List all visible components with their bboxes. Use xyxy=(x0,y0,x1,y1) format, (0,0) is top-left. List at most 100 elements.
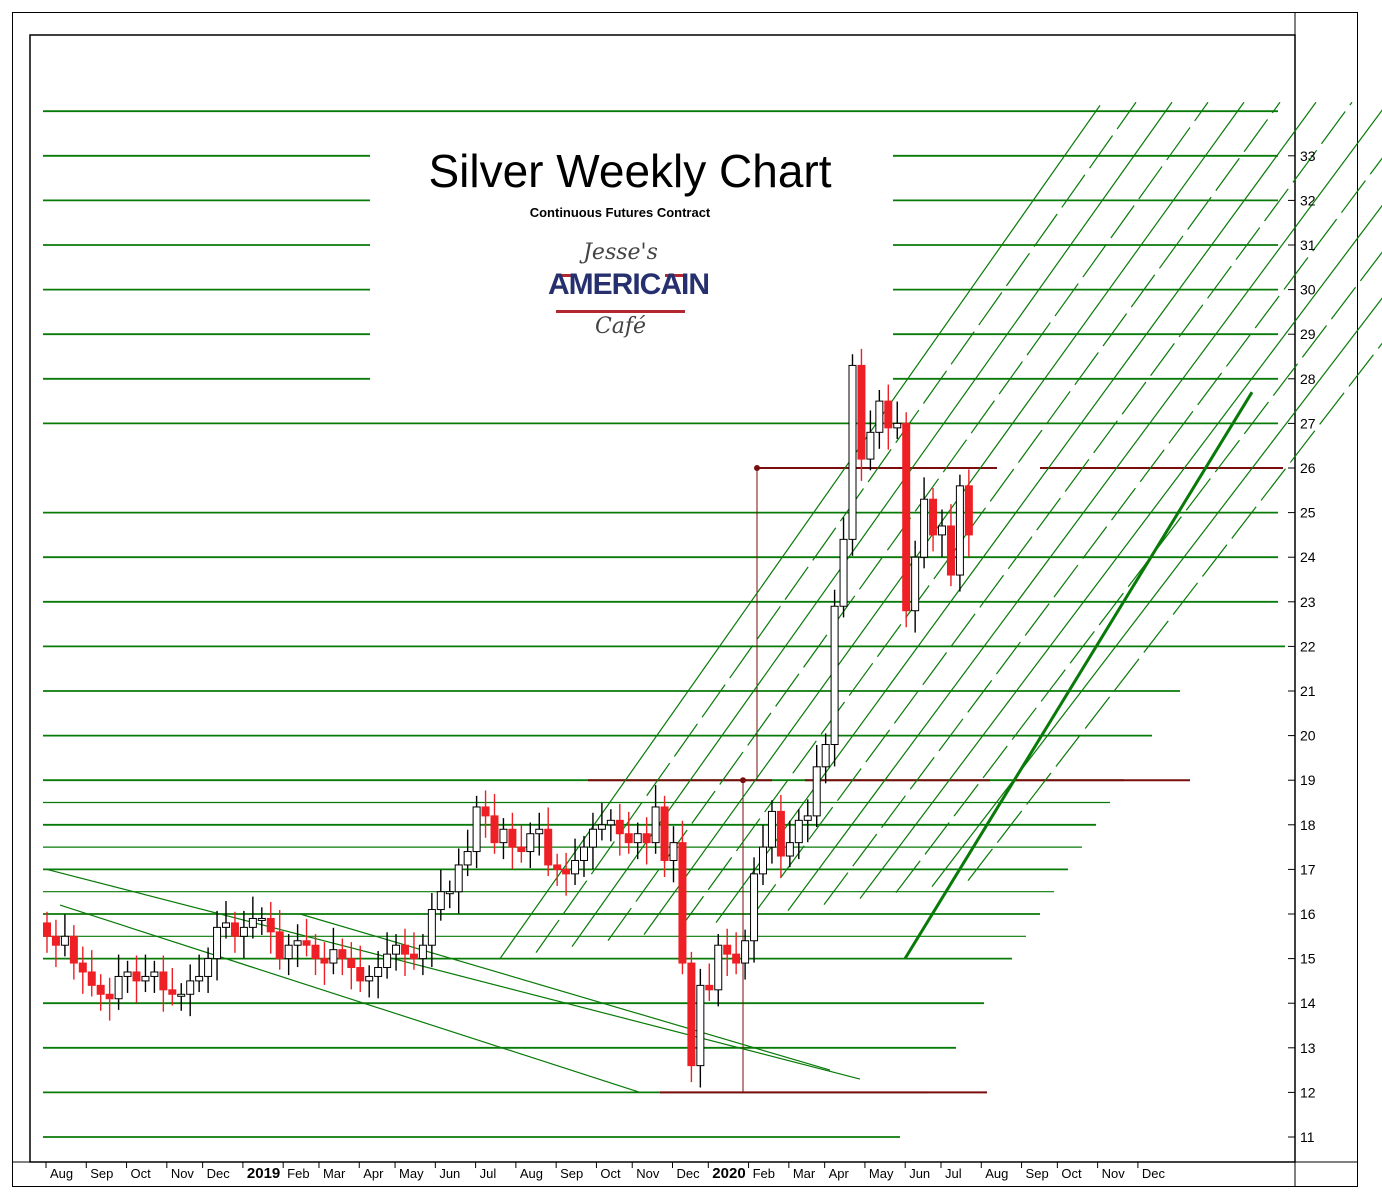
downtrend-channel-line xyxy=(299,913,831,1071)
candle-body xyxy=(311,944,320,960)
y-tick-label: 21 xyxy=(1300,683,1316,699)
candle-body xyxy=(213,926,222,960)
candle-body xyxy=(347,958,356,969)
uptrend-channel-line xyxy=(535,101,1137,953)
candle-body xyxy=(866,431,875,460)
y-tick-label: 25 xyxy=(1300,505,1316,521)
candle-body xyxy=(848,364,857,540)
uptrend-channel-line xyxy=(895,251,1382,893)
uptrend-channel-line xyxy=(679,101,1281,929)
uptrend-channel-line xyxy=(643,101,1245,935)
candle-body xyxy=(177,993,186,997)
logo-stripe xyxy=(665,274,685,277)
candle-body xyxy=(955,485,964,576)
candle-body xyxy=(338,949,347,960)
candle-body xyxy=(392,944,401,955)
candle-body xyxy=(60,935,69,946)
candle-body xyxy=(141,975,150,982)
candle-body xyxy=(902,422,911,612)
candle-body xyxy=(284,944,293,960)
chart-frame xyxy=(12,12,1358,1187)
x-tick-label: Jul xyxy=(945,1166,962,1181)
candle-body xyxy=(893,422,902,429)
candle-body xyxy=(275,931,284,960)
candle-body xyxy=(472,806,481,853)
y-tick-label: 31 xyxy=(1300,237,1316,253)
y-tick-label: 23 xyxy=(1300,594,1316,610)
candle-body xyxy=(463,851,472,866)
y-tick-label: 19 xyxy=(1300,772,1316,788)
x-tick-label: Apr xyxy=(363,1166,384,1181)
candle-body xyxy=(606,819,615,826)
uptrend-channel-line xyxy=(787,109,1382,911)
x-tick-label: Jun xyxy=(909,1166,930,1181)
y-tick-label: 30 xyxy=(1300,282,1316,298)
candle-body xyxy=(687,962,696,1067)
candle-body xyxy=(490,815,499,844)
x-tick-label: Mar xyxy=(323,1166,346,1181)
x-tick-label: May xyxy=(869,1166,894,1181)
y-tick-label: 29 xyxy=(1300,326,1316,342)
y-tick-label: 13 xyxy=(1300,1040,1316,1056)
candle-body xyxy=(794,819,803,844)
x-tick-label: Dec xyxy=(207,1166,231,1181)
candle-body xyxy=(884,400,893,429)
candle-body xyxy=(418,944,427,960)
candle-body xyxy=(383,953,392,969)
candle-body xyxy=(114,975,123,1000)
jesses-americain-cafe-logo: Jesse's AMERICAIN Café xyxy=(548,240,710,355)
candle-body xyxy=(329,949,338,964)
logo-text-bottom: Café xyxy=(594,314,647,339)
candle-body xyxy=(741,940,750,964)
x-tick-label: Feb xyxy=(753,1166,775,1181)
candle-body xyxy=(445,891,454,895)
candle-body xyxy=(875,400,884,433)
x-tick-label: Dec xyxy=(677,1166,701,1181)
price-axis: 11 12 13 14 15 16 17 18 19 20 21 22 23 24 25 26 27 28 29 30… xyxy=(1288,148,1316,1145)
candle-body xyxy=(222,922,230,928)
logo-stripe xyxy=(556,310,685,313)
x-tick-label: Sep xyxy=(90,1166,113,1181)
candle-body xyxy=(803,815,812,821)
y-tick-label: 12 xyxy=(1300,1084,1316,1100)
candle-body xyxy=(920,498,929,558)
candle-body xyxy=(624,833,633,844)
chart-title: Silver Weekly Chart xyxy=(428,145,832,197)
y-tick-label: 33 xyxy=(1300,148,1316,164)
candle-body xyxy=(266,917,275,933)
candle-body xyxy=(732,953,741,964)
candle-body xyxy=(633,833,642,844)
uptrend-channel-line xyxy=(751,101,1353,917)
candle-body xyxy=(374,967,383,977)
y-tick-label: 22 xyxy=(1300,638,1316,654)
x-tick-label: Nov xyxy=(1102,1166,1126,1181)
y-tick-label: 14 xyxy=(1300,995,1316,1011)
uptrend-channel-line xyxy=(499,105,1101,959)
x-tick-label: Aug xyxy=(985,1166,1008,1181)
candle-body xyxy=(43,922,51,937)
y-tick-label: 32 xyxy=(1300,192,1316,208)
candle-body xyxy=(508,828,517,848)
candle-body xyxy=(553,864,562,870)
candle-body xyxy=(580,846,588,861)
candle-body xyxy=(526,833,535,853)
candle-body xyxy=(105,993,114,1000)
x-tick-label: Sep xyxy=(1026,1166,1049,1181)
x-tick-label: Sep xyxy=(560,1166,583,1181)
y-tick-label: 18 xyxy=(1300,817,1316,833)
candle-body xyxy=(821,744,830,768)
candle-body xyxy=(257,917,266,921)
candle-body xyxy=(669,842,678,861)
candle-body xyxy=(588,828,597,848)
candle-body xyxy=(714,944,723,991)
x-tick-label: May xyxy=(399,1166,424,1181)
candle-body xyxy=(293,940,302,946)
candle-body xyxy=(911,556,920,612)
candle-body xyxy=(615,819,624,835)
candle-body xyxy=(186,980,195,995)
candle-body xyxy=(150,971,159,977)
candle-body xyxy=(660,806,669,861)
x-tick-label: Nov xyxy=(636,1166,660,1181)
candle-body xyxy=(159,971,168,991)
